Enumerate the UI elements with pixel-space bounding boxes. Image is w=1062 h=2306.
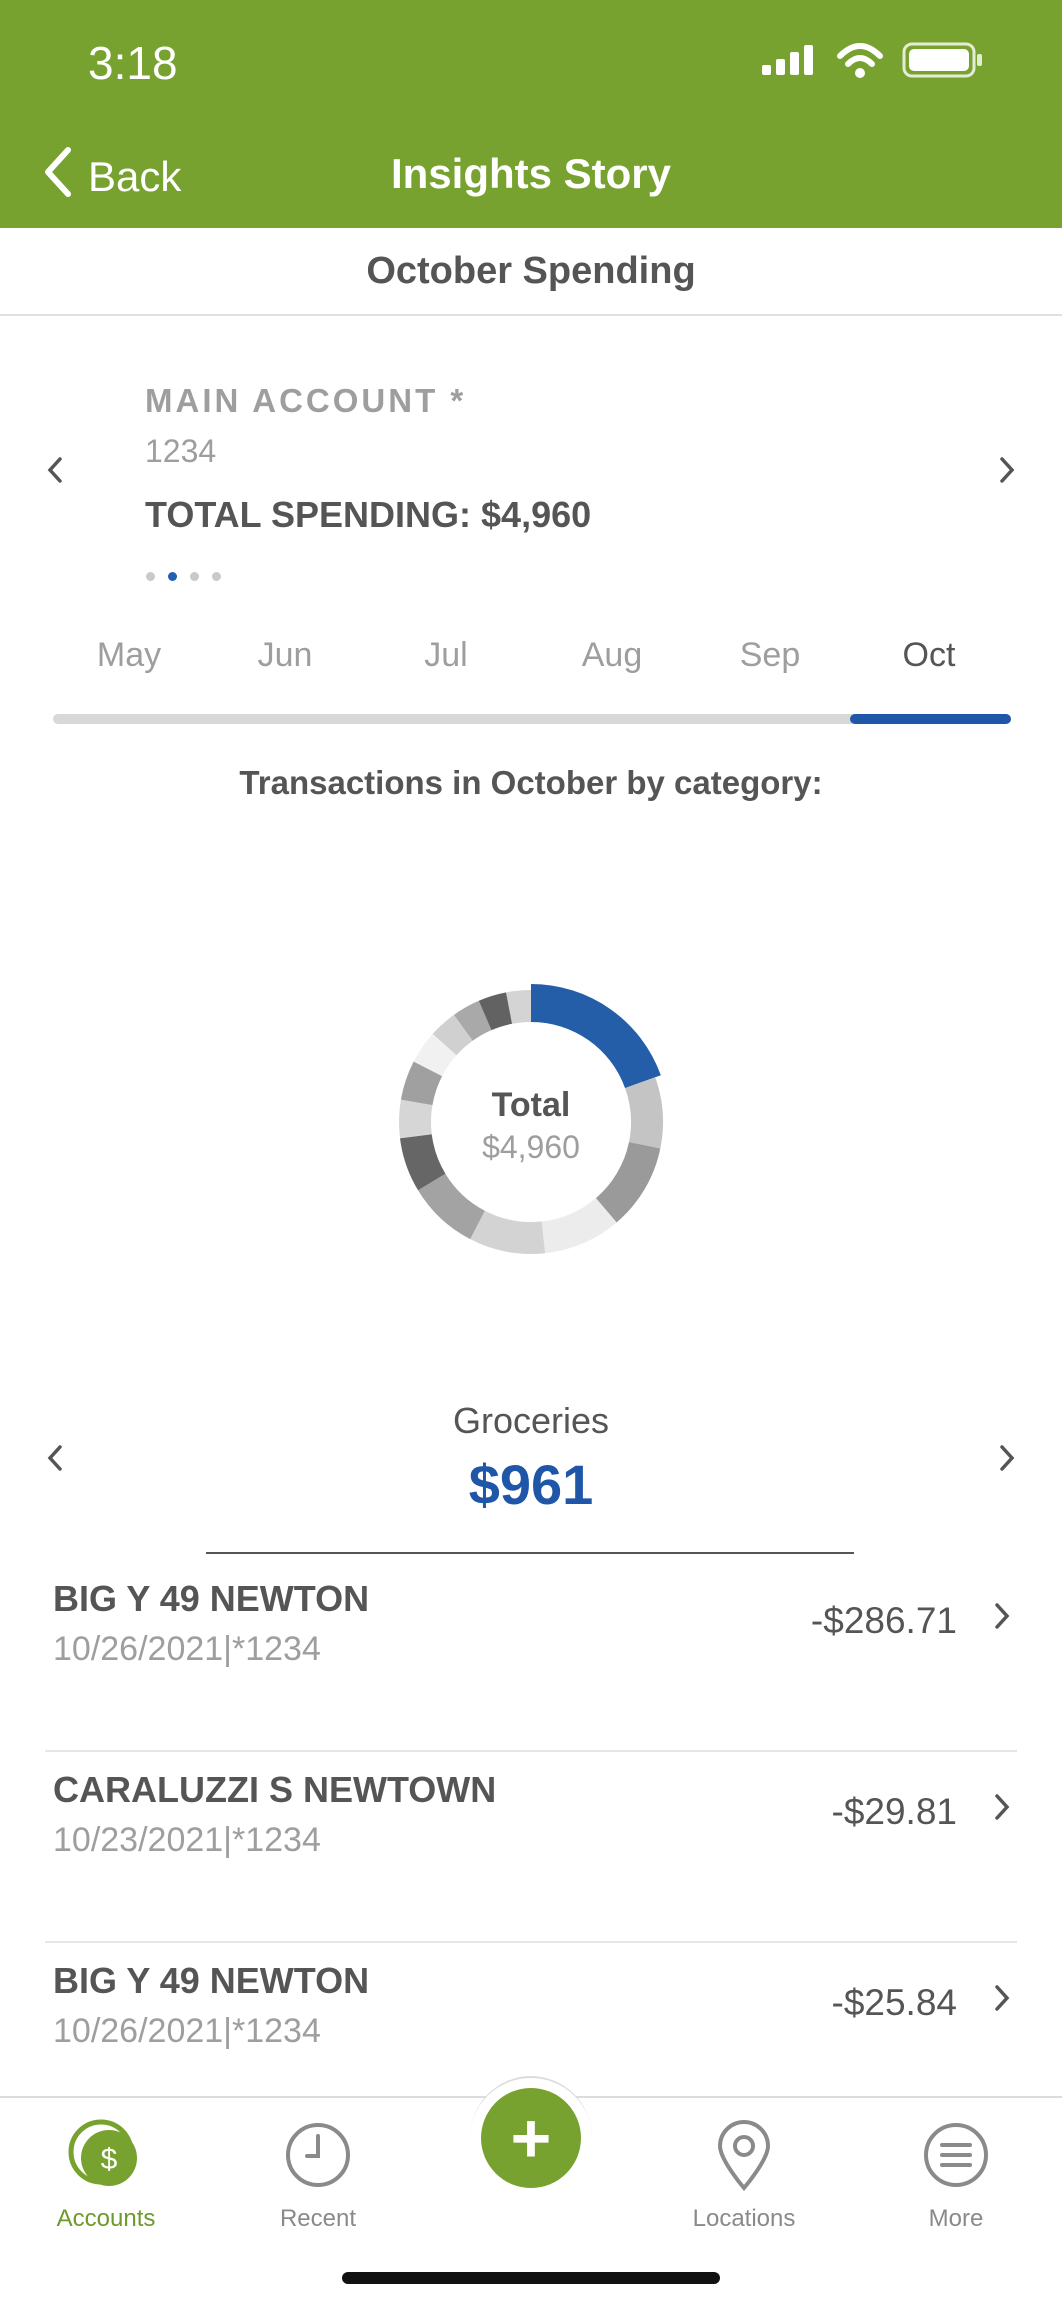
page-title: Insights Story	[390, 150, 672, 197]
transaction-merchant: CARALUZZI S NEWTOWN	[53, 1769, 497, 1810]
nav-accounts[interactable]: $ Accounts	[26, 2118, 186, 2233]
chevron-right-icon	[1000, 457, 1015, 483]
donut-center: Total $4,960	[431, 1086, 631, 1166]
donut-slice[interactable]	[470, 1210, 546, 1254]
transaction-merchant: BIG Y 49 NEWTON	[53, 1578, 370, 1619]
chevron-right-icon	[989, 1598, 1015, 1643]
month-tab-may[interactable]: May	[96, 636, 162, 674]
next-category-button[interactable]	[994, 1440, 1020, 1485]
transaction-merchant: BIG Y 49 NEWTON	[53, 1960, 370, 2001]
carousel-dot[interactable]	[212, 572, 221, 581]
donut-slice[interactable]	[453, 1000, 492, 1041]
donut-slice[interactable]	[625, 1077, 663, 1149]
donut-center-label: Total	[491, 1086, 571, 1124]
month-track[interactable]	[53, 714, 1011, 724]
back-label: Back	[88, 153, 182, 200]
signal-icon	[762, 45, 818, 80]
wifi-icon	[836, 42, 884, 83]
transaction-meta: 10/26/2021|*1234	[53, 2012, 321, 2050]
add-button[interactable]: +	[481, 2088, 581, 2188]
carousel-dots	[146, 572, 221, 581]
nav-accounts-label: Accounts	[56, 2205, 156, 2232]
donut-slice[interactable]	[541, 1198, 617, 1254]
chevron-right-icon	[989, 1789, 1015, 1834]
nav-locations-label: Locations	[692, 2205, 796, 2232]
total-spending: TOTAL SPENDING: $4,960	[145, 494, 592, 535]
month-tab-jul[interactable]: Jul	[424, 636, 468, 674]
transaction-amount: -$29.81	[831, 1791, 958, 1832]
carousel-dot[interactable]	[146, 572, 155, 581]
category-amount: $961	[468, 1453, 594, 1516]
transaction-row[interactable]: CARALUZZI S NEWTOWN 10/23/2021|*1234 -$2…	[45, 1751, 1017, 1943]
chevron-left-icon	[40, 146, 74, 208]
transaction-meta: 10/23/2021|*1234	[53, 1821, 321, 1859]
category-name: Groceries	[452, 1400, 610, 1441]
chevron-right-icon	[989, 1980, 1015, 2025]
carousel-dot-active[interactable]	[168, 572, 177, 581]
next-account-button[interactable]	[994, 452, 1020, 497]
location-pin-icon	[717, 2120, 771, 2192]
home-indicator[interactable]	[342, 2272, 720, 2284]
donut-slice-groceries[interactable]	[531, 984, 661, 1089]
transaction-amount: -$25.84	[831, 1982, 958, 2023]
account-name: MAIN ACCOUNT *	[145, 382, 467, 419]
chart-title: Transactions in October by category:	[239, 764, 823, 801]
status-icons	[762, 42, 984, 83]
accounts-icon: $	[68, 2119, 137, 2186]
status-time: 3:18	[88, 37, 178, 89]
donut-slice[interactable]	[478, 992, 513, 1031]
account-number: 1234	[145, 433, 217, 469]
month-tab-jun[interactable]: Jun	[257, 636, 313, 674]
bottom-nav: $ Accounts Recent Locations More	[0, 2096, 1062, 2306]
month-selector: May Jun Jul Aug Sep Oct	[0, 636, 1062, 686]
donut-slice[interactable]	[595, 1142, 661, 1223]
donut-slice[interactable]	[432, 1014, 473, 1056]
svg-text:$: $	[101, 2143, 118, 2176]
donut-slice[interactable]	[418, 1173, 485, 1240]
plus-icon: +	[510, 2099, 552, 2177]
month-tab-oct[interactable]: Oct	[902, 636, 956, 674]
nav-more-label: More	[928, 2205, 984, 2232]
nav-locations[interactable]: Locations	[664, 2118, 824, 2233]
divider	[206, 1552, 854, 1554]
nav-recent[interactable]: Recent	[238, 2118, 398, 2233]
prev-category-button[interactable]	[42, 1440, 68, 1485]
back-button[interactable]: Back	[40, 146, 181, 208]
donut-slice[interactable]	[400, 1061, 443, 1106]
chevron-left-icon	[47, 457, 62, 483]
carousel-dot[interactable]	[190, 572, 199, 581]
donut-slice[interactable]	[506, 990, 531, 1024]
transaction-row[interactable]: BIG Y 49 NEWTON 10/26/2021|*1234 -$286.7…	[45, 1560, 1017, 1752]
app-header	[0, 0, 1062, 228]
transaction-amount: -$286.71	[810, 1600, 957, 1641]
chevron-left-icon	[47, 1445, 62, 1471]
donut-slice[interactable]	[399, 1134, 446, 1191]
transaction-meta: 10/26/2021|*1234	[53, 1630, 321, 1668]
month-tab-sep[interactable]: Sep	[739, 636, 801, 674]
prev-account-button[interactable]	[42, 452, 68, 497]
month-tab-aug[interactable]: Aug	[581, 636, 643, 674]
donut-slice[interactable]	[413, 1033, 457, 1077]
nav-more[interactable]: More	[876, 2118, 1036, 2233]
menu-icon	[924, 2123, 988, 2187]
section-title: October Spending	[0, 228, 1062, 316]
clock-icon	[286, 2123, 350, 2187]
donut-center-value: $4,960	[482, 1129, 580, 1165]
battery-icon	[902, 42, 984, 83]
month-track-selected	[850, 714, 1011, 724]
transaction-row[interactable]: BIG Y 49 NEWTON 10/26/2021|*1234 -$25.84	[45, 1942, 1017, 2132]
nav-recent-label: Recent	[279, 2205, 357, 2232]
chevron-right-icon	[1000, 1445, 1015, 1471]
category-donut-chart[interactable]	[331, 922, 731, 1322]
donut-slice[interactable]	[399, 1099, 433, 1139]
